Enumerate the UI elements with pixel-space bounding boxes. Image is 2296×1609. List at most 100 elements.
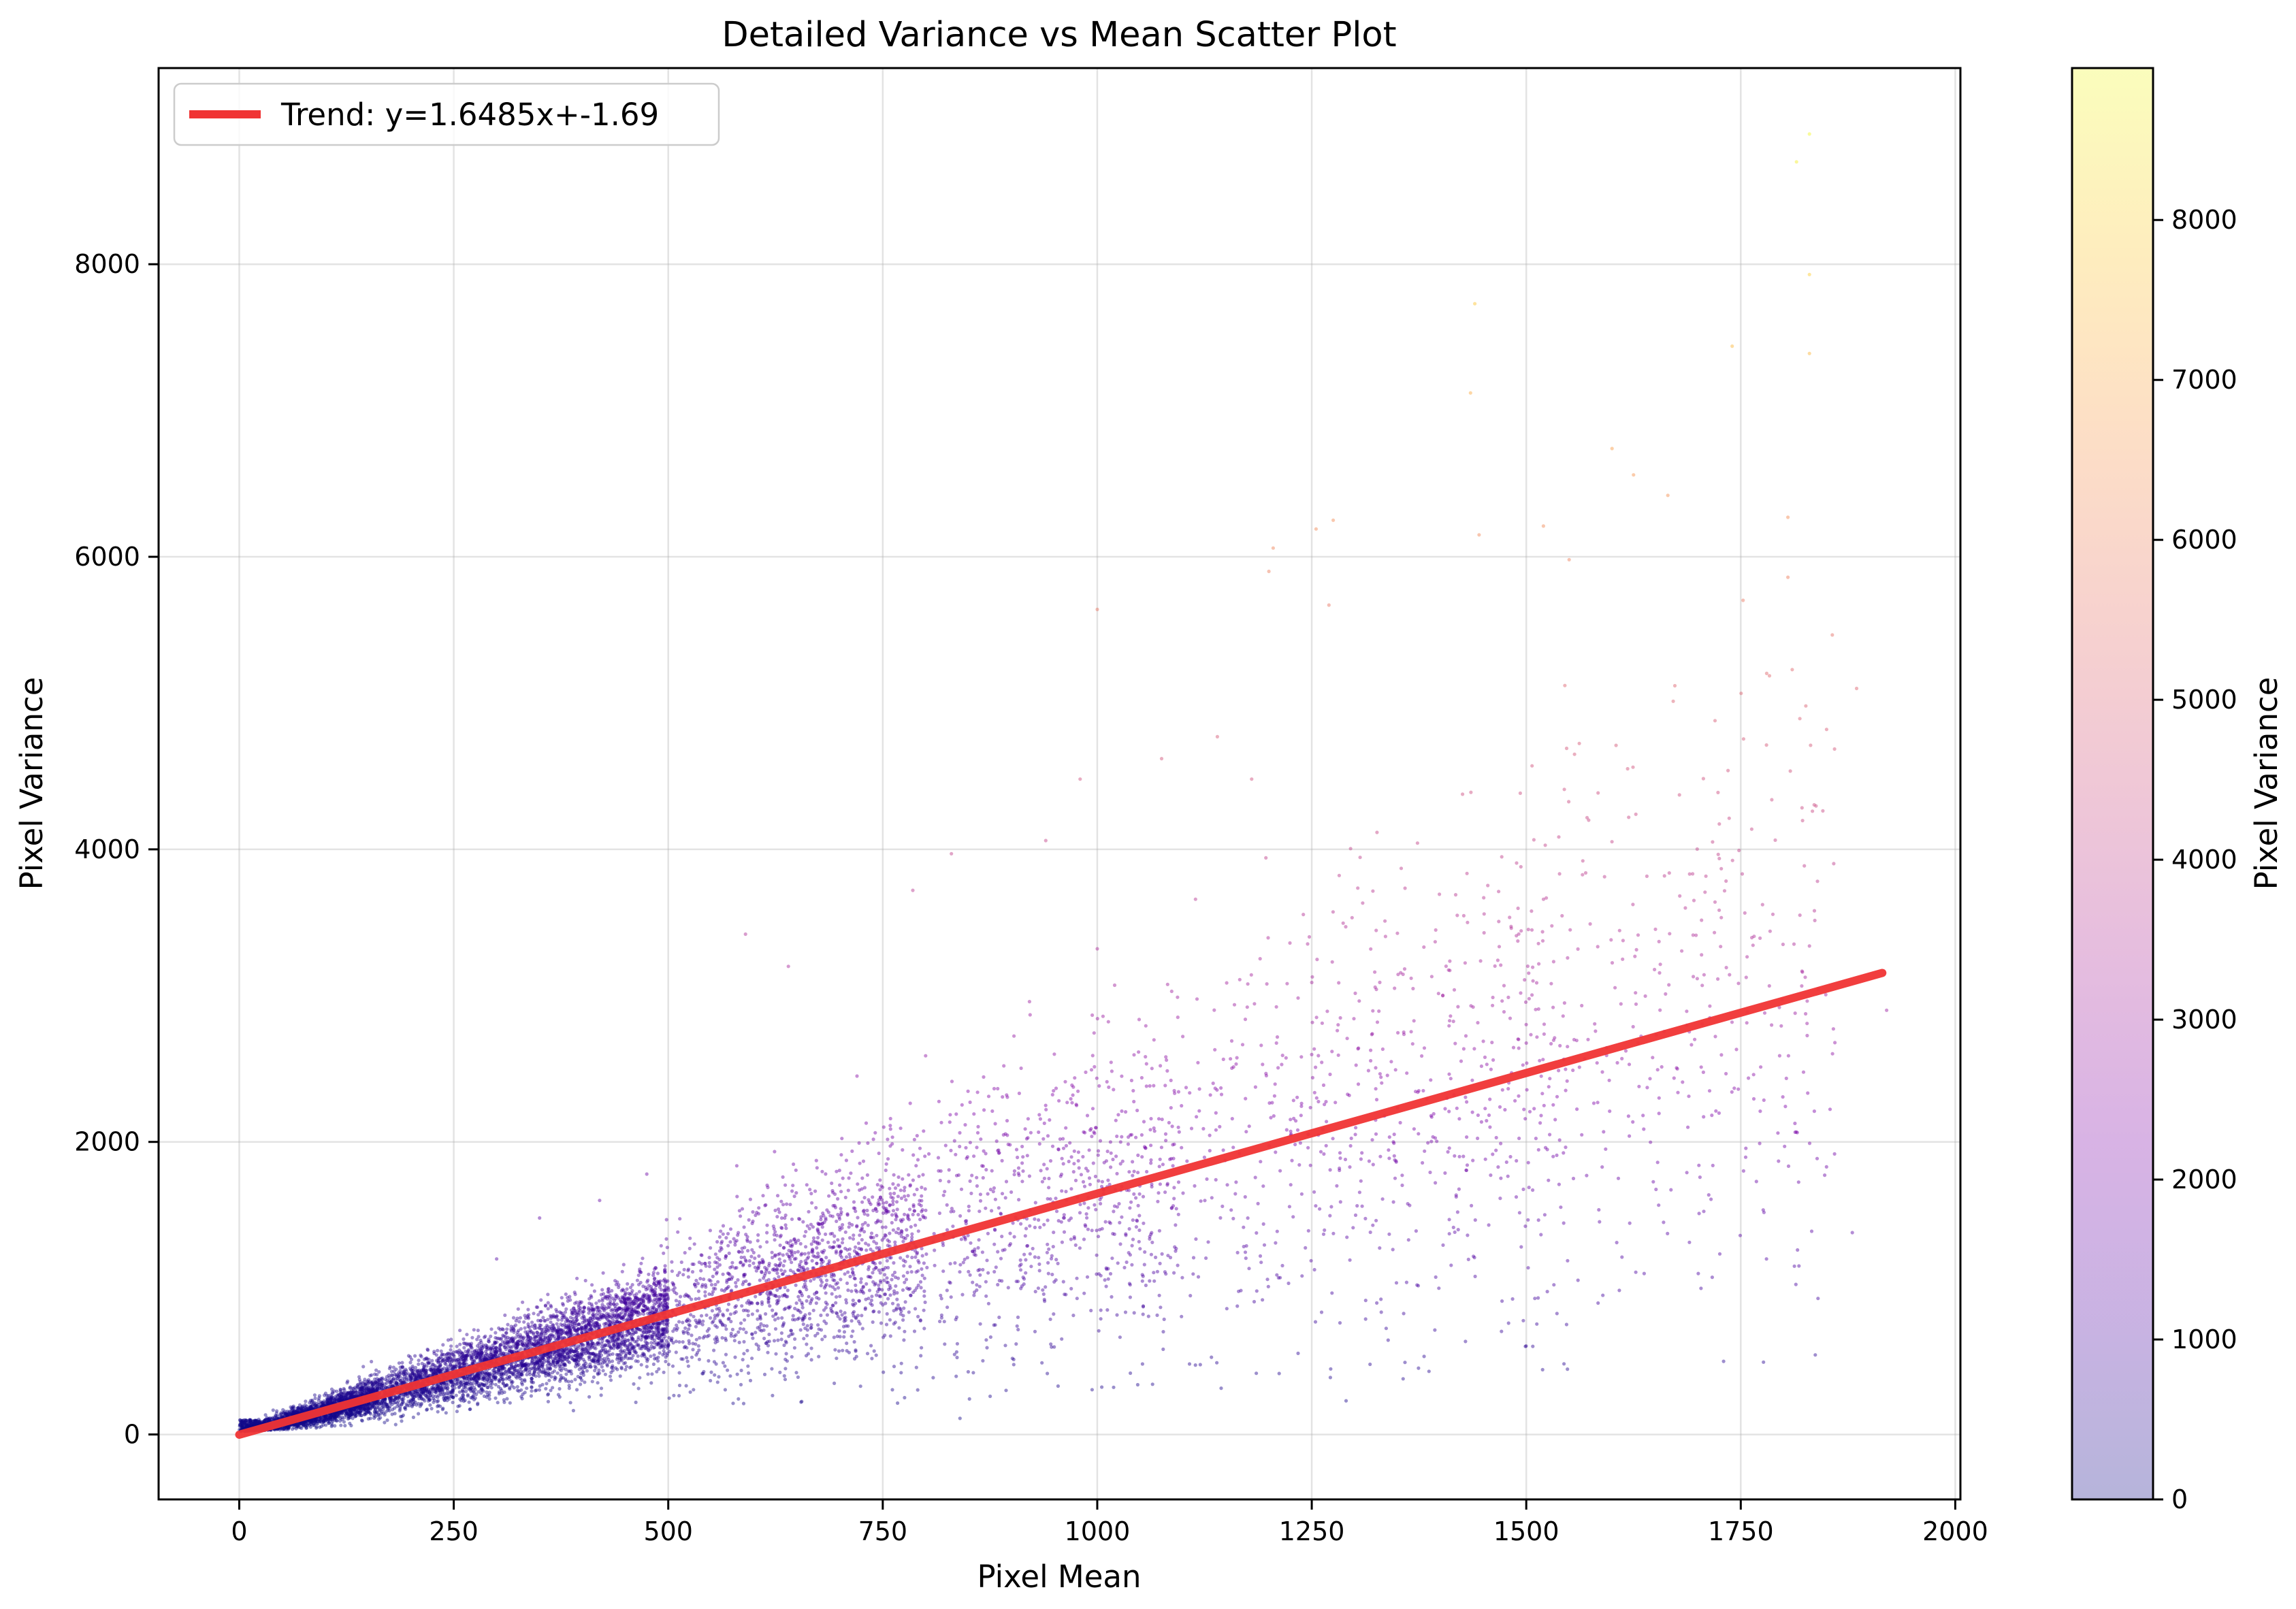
scatter-point <box>580 1348 584 1352</box>
scatter-point <box>490 1347 494 1351</box>
scatter-point <box>565 1351 569 1355</box>
scatter-point <box>482 1358 487 1362</box>
scatter-point <box>519 1388 523 1392</box>
scatter-point <box>411 1397 415 1401</box>
scatter-point <box>532 1342 537 1346</box>
scatter-point <box>567 1354 571 1359</box>
scatter-point <box>662 1351 666 1355</box>
scatter-point <box>507 1340 512 1344</box>
scatter-point <box>518 1374 522 1378</box>
scatter-point <box>624 1367 628 1371</box>
scatter-point <box>486 1356 490 1360</box>
x-tick-label: 1750 <box>1708 1516 1774 1546</box>
scatter-point <box>476 1335 481 1339</box>
scatter-point <box>524 1344 528 1348</box>
scatter-point <box>515 1388 519 1393</box>
scatter-point <box>383 1400 387 1404</box>
scatter-point <box>438 1363 442 1367</box>
scatter-point <box>607 1290 611 1294</box>
scatter-point <box>584 1348 589 1352</box>
scatter-point <box>481 1389 485 1393</box>
scatter-point <box>498 1378 502 1382</box>
scatter-point <box>573 1308 577 1312</box>
scatter-point <box>545 1323 549 1328</box>
scatter-point <box>415 1390 419 1394</box>
scatter-point <box>431 1362 435 1367</box>
scatter-point <box>328 1417 332 1421</box>
scatter-point <box>567 1348 571 1352</box>
scatter-point <box>583 1359 587 1363</box>
scatter-point <box>344 1412 349 1416</box>
scatter-point <box>508 1375 512 1379</box>
scatter-point <box>547 1356 551 1360</box>
scatter-point <box>629 1365 633 1369</box>
scatter-point <box>351 1391 355 1395</box>
scatter-point <box>359 1404 363 1408</box>
scatter-point <box>332 1414 336 1418</box>
scatter-point <box>564 1307 568 1311</box>
scatter-point <box>368 1374 372 1378</box>
scatter-point <box>641 1309 645 1313</box>
scatter-point <box>445 1386 449 1391</box>
scatter-point <box>496 1367 500 1371</box>
scatter-point <box>526 1307 530 1312</box>
scatter-point <box>284 1412 288 1416</box>
scatter-point <box>440 1367 444 1371</box>
scatter-point <box>357 1378 361 1382</box>
scatter-point <box>568 1333 572 1337</box>
scatter-point <box>481 1343 485 1347</box>
scatter-point <box>507 1370 511 1374</box>
scatter-point <box>634 1359 638 1363</box>
scatter-point <box>611 1352 615 1356</box>
scatter-point <box>446 1383 450 1387</box>
scatter-point <box>424 1368 428 1372</box>
scatter-point <box>628 1293 632 1297</box>
scatter-point <box>627 1331 631 1335</box>
scatter-point <box>576 1363 580 1367</box>
scatter-point <box>549 1320 553 1324</box>
scatter-point <box>598 1315 602 1320</box>
scatter-point <box>243 1420 248 1425</box>
scatter-point <box>532 1312 536 1316</box>
scatter-point <box>420 1370 424 1374</box>
scatter-point <box>583 1327 587 1331</box>
scatter-point <box>489 1386 494 1390</box>
scatter-point <box>630 1288 634 1293</box>
scatter-point <box>580 1353 584 1357</box>
scatter-point <box>647 1307 651 1311</box>
scatter-point <box>571 1408 576 1413</box>
scatter-point <box>536 1341 540 1345</box>
scatter-point <box>404 1402 408 1406</box>
scatter-point <box>567 1386 571 1391</box>
scatter-point <box>654 1321 658 1325</box>
scatter-point <box>483 1378 487 1382</box>
scatter-point <box>653 1290 657 1295</box>
scatter-point <box>646 1372 650 1376</box>
scatter-point <box>572 1328 577 1332</box>
scatter-point <box>491 1354 496 1359</box>
scatter-point <box>647 1297 651 1301</box>
scatter-point <box>604 1316 609 1320</box>
scatter-point <box>617 1333 621 1337</box>
scatter-point <box>558 1351 562 1355</box>
scatter-point <box>543 1352 547 1356</box>
scatter-point <box>469 1386 474 1391</box>
scatter-point <box>572 1290 577 1295</box>
scatter-point <box>494 1376 498 1380</box>
scatter-point <box>501 1333 505 1337</box>
scatter-point <box>647 1272 651 1276</box>
scatter-point <box>534 1335 538 1339</box>
scatter-point <box>591 1318 595 1322</box>
scatter-point <box>556 1352 560 1356</box>
scatter-point <box>388 1380 392 1384</box>
scatter-point <box>546 1399 551 1403</box>
scatter-point <box>474 1393 479 1397</box>
scatter-point <box>558 1355 563 1359</box>
scatter-point <box>504 1352 508 1356</box>
scatter-point <box>329 1425 334 1429</box>
scatter-point <box>572 1326 577 1330</box>
scatter-point <box>484 1375 488 1379</box>
scatter-point <box>626 1297 630 1301</box>
scatter-point <box>628 1286 633 1290</box>
